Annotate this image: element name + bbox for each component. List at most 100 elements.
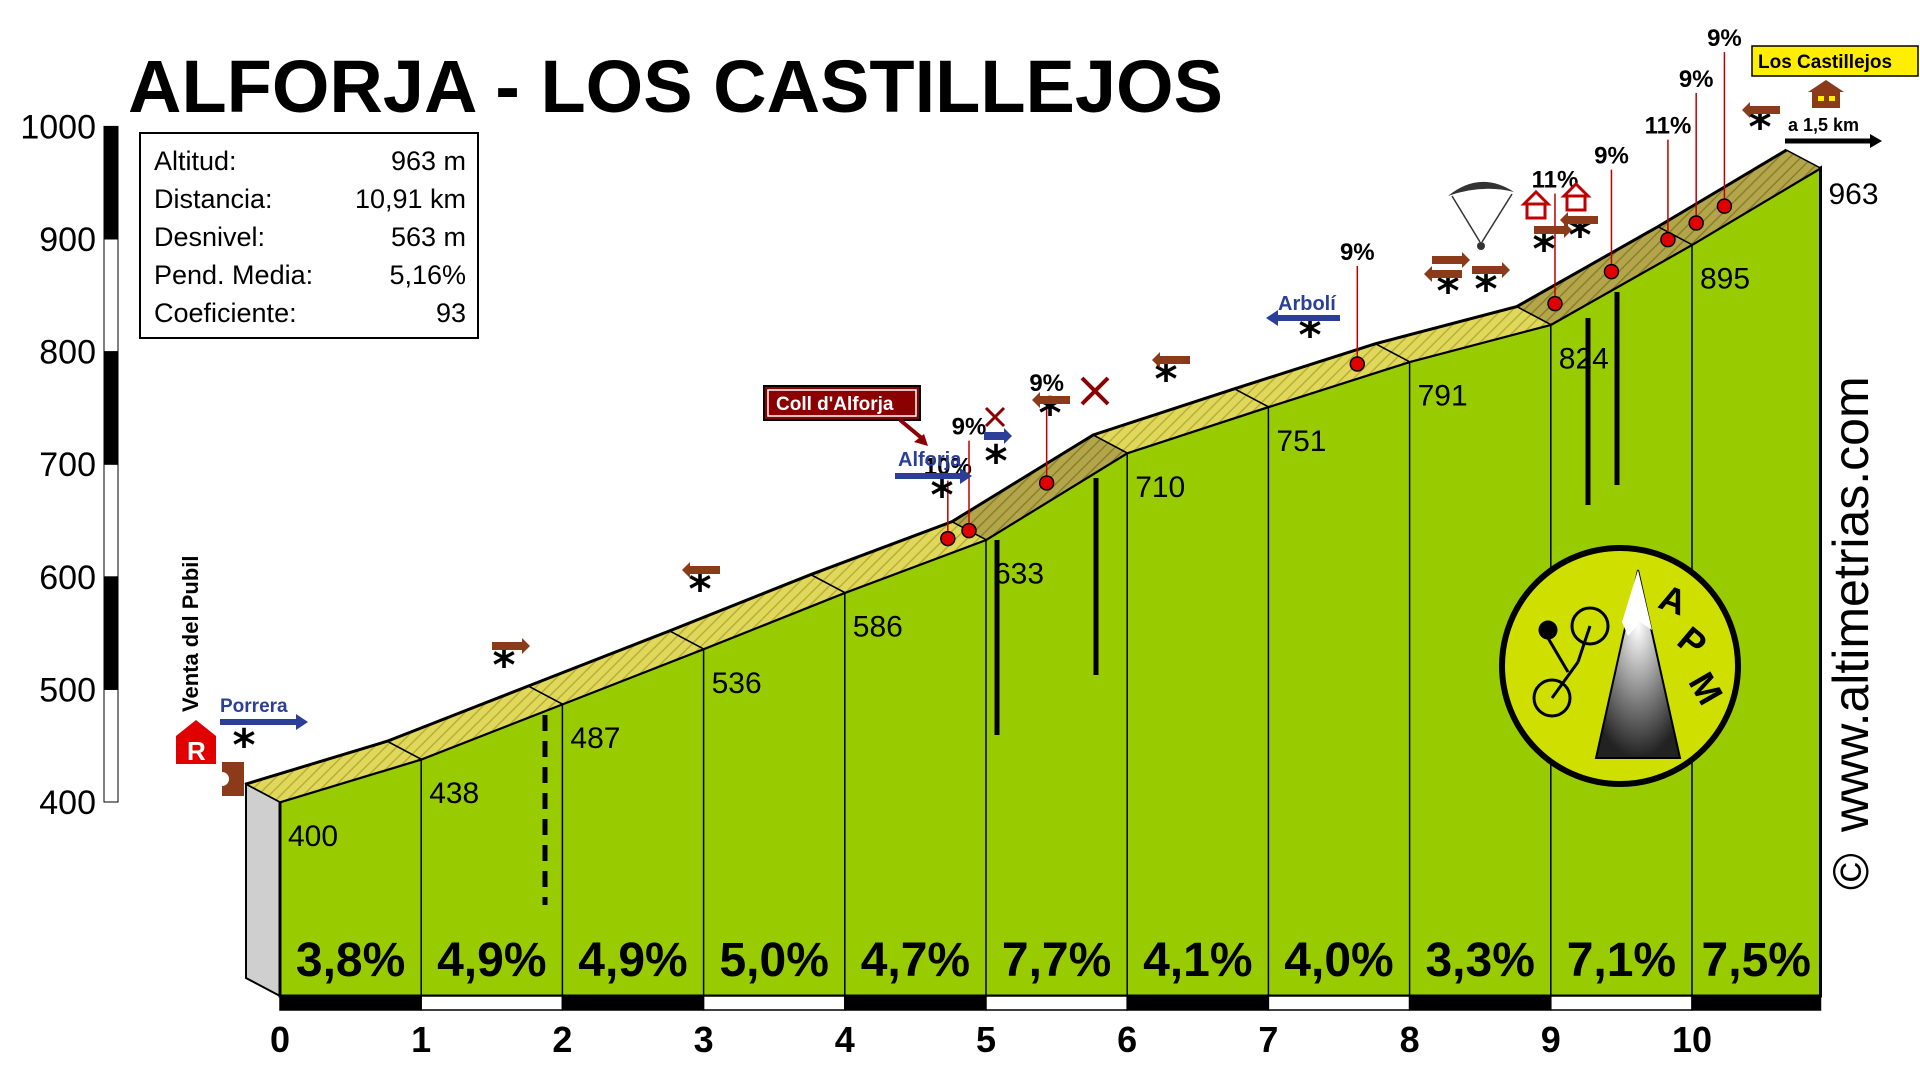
y-tick-label: 600 [39, 559, 96, 597]
steep-dot [1547, 295, 1563, 312]
steep-markers: 10%9%9%9%11%9%11%9%9% [924, 25, 1742, 547]
gradient-label: 4,0% [1284, 934, 1393, 987]
x-scale-segment [844, 995, 987, 1011]
brown-arrow-left-icon [1032, 392, 1070, 408]
star-icon: * [930, 470, 953, 521]
stat-label: Desnivel: [154, 222, 265, 252]
coll-label: Coll d'Alforja [776, 394, 894, 415]
steep-dot [1716, 198, 1733, 214]
x-tick-label: 10 [1672, 1019, 1712, 1060]
start-marker-icon [222, 762, 244, 796]
steep-dot [1038, 475, 1055, 491]
restaurant-icon: R [176, 720, 216, 766]
x-scale-segment [1550, 995, 1693, 1011]
altitude-label: 438 [429, 777, 479, 810]
altitude-label: 633 [994, 558, 1044, 591]
altitude-label: 963 [1828, 178, 1878, 211]
y-scale-segment [103, 125, 119, 240]
road-band [244, 148, 1823, 803]
side-road-bars [542, 292, 1620, 905]
stat-value: 93 [436, 298, 466, 328]
steep-dot [940, 530, 956, 547]
crossed-picks-small-icon [984, 406, 1006, 428]
x-scale-segment [279, 995, 422, 1011]
stat-value: 10,91 km [355, 184, 466, 214]
y-axis-scale-bar [103, 125, 119, 803]
altitude-label: 710 [1135, 471, 1185, 504]
coll-sign: Coll d'Alforja [763, 385, 928, 446]
x-scale-segment [1691, 995, 1822, 1011]
x-scale-segment [985, 995, 1128, 1011]
steep-label: 9% [1594, 143, 1629, 170]
x-tick-label: 8 [1400, 1019, 1420, 1060]
profile-side-wall [245, 782, 281, 998]
star-icon: * [984, 436, 1007, 487]
altitude-label: 791 [1418, 380, 1468, 413]
y-scale-segment [103, 463, 119, 578]
dir-alforja-label: Alforja [898, 449, 962, 471]
altitude-label: 487 [570, 722, 620, 755]
star-icon: * [232, 720, 255, 771]
x-scale-segment [1126, 995, 1270, 1011]
restaurant-letter: R [187, 736, 206, 766]
y-scale-segment [103, 576, 119, 690]
arrow-porrera: Porrera [220, 696, 308, 730]
star-icon: * [1038, 388, 1061, 439]
summit-arrow: a 1,5 km [1785, 115, 1882, 148]
y-scale-segment [103, 351, 119, 465]
brown-arrow-right-icon [1472, 262, 1510, 278]
summit-sign: Los Castillejos [1751, 45, 1919, 77]
altitude-label: 400 [288, 820, 338, 853]
brown-arrow-left-icon [1424, 266, 1462, 282]
x-scale-segment [420, 995, 564, 1011]
x-tick-label: 6 [1117, 1019, 1137, 1060]
arrow-arboli: Arbolí [1266, 293, 1340, 326]
star-icon: * [1748, 102, 1771, 153]
stats-box: Altitud: 963 m Distancia: 10,91 km Desnivel:… [139, 132, 479, 339]
star-icon: * [492, 640, 515, 691]
x-tick-label: 4 [835, 1019, 855, 1060]
steep-label: 9% [1340, 239, 1375, 266]
altitude-label: 536 [712, 667, 762, 700]
house-icon [1560, 181, 1592, 212]
brown-arrow-right-icon [492, 638, 530, 654]
summit-label: Los Castillejos [1758, 52, 1892, 73]
gradient-label: 7,7% [1002, 934, 1111, 987]
x-tick-label: 7 [1258, 1019, 1278, 1060]
paraglider-icon [1448, 181, 1514, 250]
brown-arrow-left-icon [1560, 212, 1598, 228]
star-icon: * [688, 564, 711, 615]
gradient-label: 4,9% [437, 934, 546, 987]
y-tick-label: 700 [39, 446, 96, 484]
brown-arrow-left-icon [1152, 352, 1190, 368]
steep-label: 9% [1679, 66, 1714, 93]
x-scale-segment [1408, 995, 1552, 1011]
stat-label: Pend. Media: [154, 260, 313, 290]
x-scale-segment [561, 995, 705, 1011]
cyclist-icon [1532, 606, 1610, 718]
x-tick-label: 5 [976, 1019, 996, 1060]
steep-label: 11% [1645, 113, 1692, 140]
y-tick-label: 1000 [20, 108, 96, 146]
stat-label: Coeficiente: [154, 298, 297, 328]
arrow-alforja: Alforja [895, 449, 972, 484]
hut-icon [1808, 80, 1844, 108]
road-top-edge [245, 148, 1788, 786]
gradient-label: 3,8% [296, 934, 405, 987]
apm-logo: A P M [1499, 545, 1741, 787]
steep-label: 9% [1707, 25, 1742, 52]
gradient-label: 4,1% [1143, 934, 1252, 987]
crossed-picks-icon [1080, 376, 1110, 406]
summit-distance-label: a 1,5 km [1788, 115, 1859, 135]
x-tick-label: 1 [411, 1019, 431, 1060]
house-icon [1520, 189, 1552, 220]
steep-label: 9% [1029, 370, 1064, 397]
chart-title: ALFORJA - LOS CASTILLEJOS [128, 45, 1223, 128]
steep-dot [1688, 215, 1704, 231]
gradient-labels: 3,8% 4,9% 4,9% 5,0% 4,7% 7,7% 4,1% 4,0% 3,3% 7,1%… [296, 934, 1811, 987]
dir-porrera-label: Porrera [220, 696, 288, 717]
altitude-label: 586 [853, 611, 903, 644]
blue-arrow-right-icon [984, 428, 1012, 444]
y-tick-label: 800 [39, 334, 96, 372]
brown-arrow-right-icon [1432, 252, 1470, 268]
